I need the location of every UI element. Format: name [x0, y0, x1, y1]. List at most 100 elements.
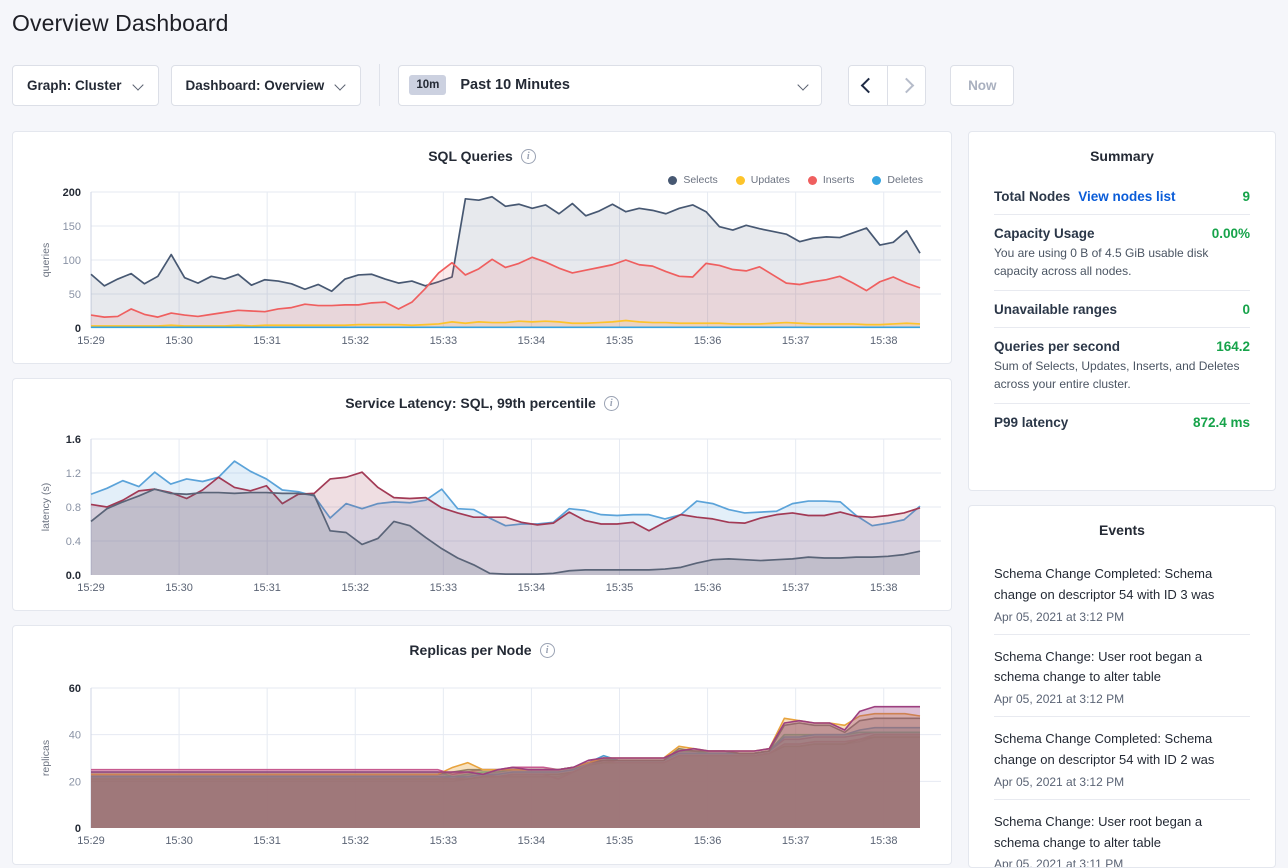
event-item[interactable]: Schema Change: User root began a schema … — [994, 633, 1250, 717]
x-axis-tick-label: 15:29 — [77, 335, 105, 347]
summary-metric-description: You are using 0 B of 4.5 GiB usable disk… — [994, 246, 1209, 278]
sql-queries-plot[interactable]: 0 50 100 150 200 15:29 15:30 15:31 15:32 15:33 15:… — [13, 132, 951, 363]
service-latency-title-row: Service Latency: SQL, 99th percentile i — [13, 395, 951, 411]
dashboard-selector-label: Dashboard: Overview — [185, 77, 325, 93]
legend-label: Updates — [750, 174, 790, 186]
legend-label: Inserts — [822, 174, 855, 186]
legend-swatch-icon — [872, 175, 882, 185]
service-latency-plot[interactable]: 0.0 0.4 0.8 1.2 1.6 15:29 15:30 15:31 15:32 15:33… — [13, 379, 951, 610]
y-axis-tick-label: 60 — [69, 683, 81, 695]
graph-selector[interactable]: Graph: Cluster — [12, 64, 159, 106]
info-icon[interactable]: i — [603, 395, 619, 411]
summary-metric-label: P99 latency — [994, 415, 1069, 430]
legend-item-updates[interactable]: Updates — [735, 174, 790, 186]
x-axis-tick-label: 15:32 — [341, 835, 369, 847]
y-axis-tick-label: 40 — [69, 730, 81, 742]
replicas-per-node-card: Replicas per Node i 0 20 40 60 15:29 15:30 15:… — [12, 625, 952, 865]
x-axis-tick-label: 15:38 — [870, 582, 898, 594]
sql-queries-title-row: SQL Queries i — [13, 148, 951, 164]
time-range-picker[interactable]: 10m Past 10 Minutes — [398, 64, 823, 106]
x-axis-tick-label: 15:34 — [518, 582, 546, 594]
series-deletes — [91, 326, 920, 329]
x-axis-tick-label: 15:31 — [253, 835, 281, 847]
legend-item-selects[interactable]: Selects — [668, 174, 718, 186]
next-time-button[interactable] — [887, 65, 926, 105]
x-axis-tick-label: 15:38 — [870, 335, 898, 347]
event-text: Schema Change: User root began a schema … — [994, 648, 1203, 685]
now-button[interactable]: Now — [950, 64, 1015, 106]
replicas-per-node-plot[interactable]: 0 20 40 60 15:29 15:30 15:31 15:32 15:33 15:34 15:… — [13, 626, 951, 864]
summary-metric-value: 0.00% — [1211, 226, 1250, 241]
x-axis-tick-label: 15:31 — [253, 335, 281, 347]
y-axis-tick-label: 1.6 — [66, 434, 81, 446]
service-latency-card: Service Latency: SQL, 99th percentile i … — [12, 378, 952, 611]
event-item[interactable]: Schema Change: User root began a schema … — [994, 798, 1250, 867]
view-nodes-list-link[interactable]: View nodes list — [1078, 189, 1176, 204]
series-n1 — [91, 705, 920, 828]
series-n2 — [91, 712, 921, 828]
event-item[interactable]: Schema Change Completed: Schema change o… — [994, 552, 1250, 634]
summary-metric-value: 164.2 — [1216, 339, 1250, 354]
summary-list: Total Nodes View nodes list 9 Capacity Usag… — [969, 178, 1275, 440]
x-axis-tick-label: 15:38 — [870, 835, 898, 847]
x-axis-tick-label: 15:29 — [77, 835, 105, 847]
x-axis-tick-label: 15:36 — [694, 582, 722, 594]
event-item[interactable]: Schema Change Completed: Schema change o… — [994, 716, 1250, 799]
graph-selector-label: Graph: Cluster — [27, 77, 122, 93]
series-node-c — [90, 488, 921, 575]
x-axis-tick-label: 15:35 — [606, 835, 634, 847]
series-node-b — [90, 471, 921, 575]
summary-row-header: Total Nodes View nodes list 9 — [994, 189, 1250, 204]
x-axis-tick-label: 15:32 — [341, 335, 369, 347]
summary-card: Summary Total Nodes View nodes list 9 Capac… — [968, 131, 1276, 491]
x-axis-tick-label: 15:30 — [165, 335, 193, 347]
x-axis-tick-label: 15:33 — [430, 835, 458, 847]
series-updates — [91, 319, 921, 328]
events-card: Events Schema Change Completed: Schema c… — [968, 505, 1276, 868]
info-icon[interactable]: i — [520, 148, 536, 164]
series-selects — [90, 195, 921, 328]
toolbar-divider — [379, 64, 381, 106]
legend-item-inserts[interactable]: Inserts — [807, 174, 855, 186]
y-axis-tick-label: 150 — [63, 221, 81, 233]
y-axis-tick-label: 50 — [69, 289, 81, 301]
summary-metric-label: Capacity Usage — [994, 226, 1095, 241]
chart-title-text: Replicas per Node — [409, 642, 532, 658]
summary-row-header: P99 latency 872.4 ms — [994, 415, 1250, 430]
summary-row: Unavailable ranges 0 — [994, 290, 1250, 327]
x-axis-tick-label: 15:34 — [518, 835, 546, 847]
series-node-a — [90, 460, 921, 575]
chevron-down-icon — [134, 80, 144, 90]
legend-label: Deletes — [887, 174, 923, 186]
dashboard-selector[interactable]: Dashboard: Overview — [170, 64, 362, 106]
x-axis-tick-label: 15:36 — [694, 335, 722, 347]
info-icon[interactable]: i — [539, 642, 555, 658]
summary-metric-label: Total Nodes — [994, 189, 1071, 204]
legend-item-deletes[interactable]: Deletes — [872, 174, 923, 186]
replicas-per-node-title-row: Replicas per Node i — [13, 642, 951, 658]
y-axis-title: queries — [40, 243, 52, 277]
y-axis-tick-label: 100 — [63, 255, 81, 267]
chevron-down-icon — [336, 80, 346, 90]
time-range-label: Past 10 Minutes — [460, 77, 570, 93]
sql-queries-legend: Selects Updates Inserts Deletes — [668, 174, 923, 186]
y-axis-tick-label: 0 — [75, 323, 81, 335]
summary-metric-value: 872.4 ms — [1192, 415, 1250, 430]
summary-row-header: Queries per second 164.2 — [994, 339, 1250, 354]
prev-time-button[interactable] — [849, 65, 888, 105]
x-axis-tick-label: 15:35 — [606, 335, 634, 347]
x-axis-tick-label: 15:33 — [430, 582, 458, 594]
event-timestamp: Apr 05, 2021 at 3:12 PM — [994, 609, 1125, 624]
legend-swatch-icon — [735, 175, 745, 185]
events-title: Events — [1099, 522, 1145, 538]
event-timestamp: Apr 05, 2021 at 3:12 PM — [994, 774, 1125, 789]
event-text: Schema Change: User root began a schema … — [994, 813, 1203, 850]
summary-row: Queries per second 164.2 Sum of Selects, U… — [994, 327, 1250, 403]
x-axis-tick-label: 15:37 — [782, 335, 810, 347]
y-axis-title: replicas — [40, 740, 52, 776]
summary-row: Capacity Usage 0.00% You are using 0 B of … — [994, 214, 1250, 290]
series-n4 — [91, 726, 920, 828]
y-axis-title: latency (s) — [40, 483, 52, 531]
y-axis-tick-label: 20 — [69, 776, 81, 788]
